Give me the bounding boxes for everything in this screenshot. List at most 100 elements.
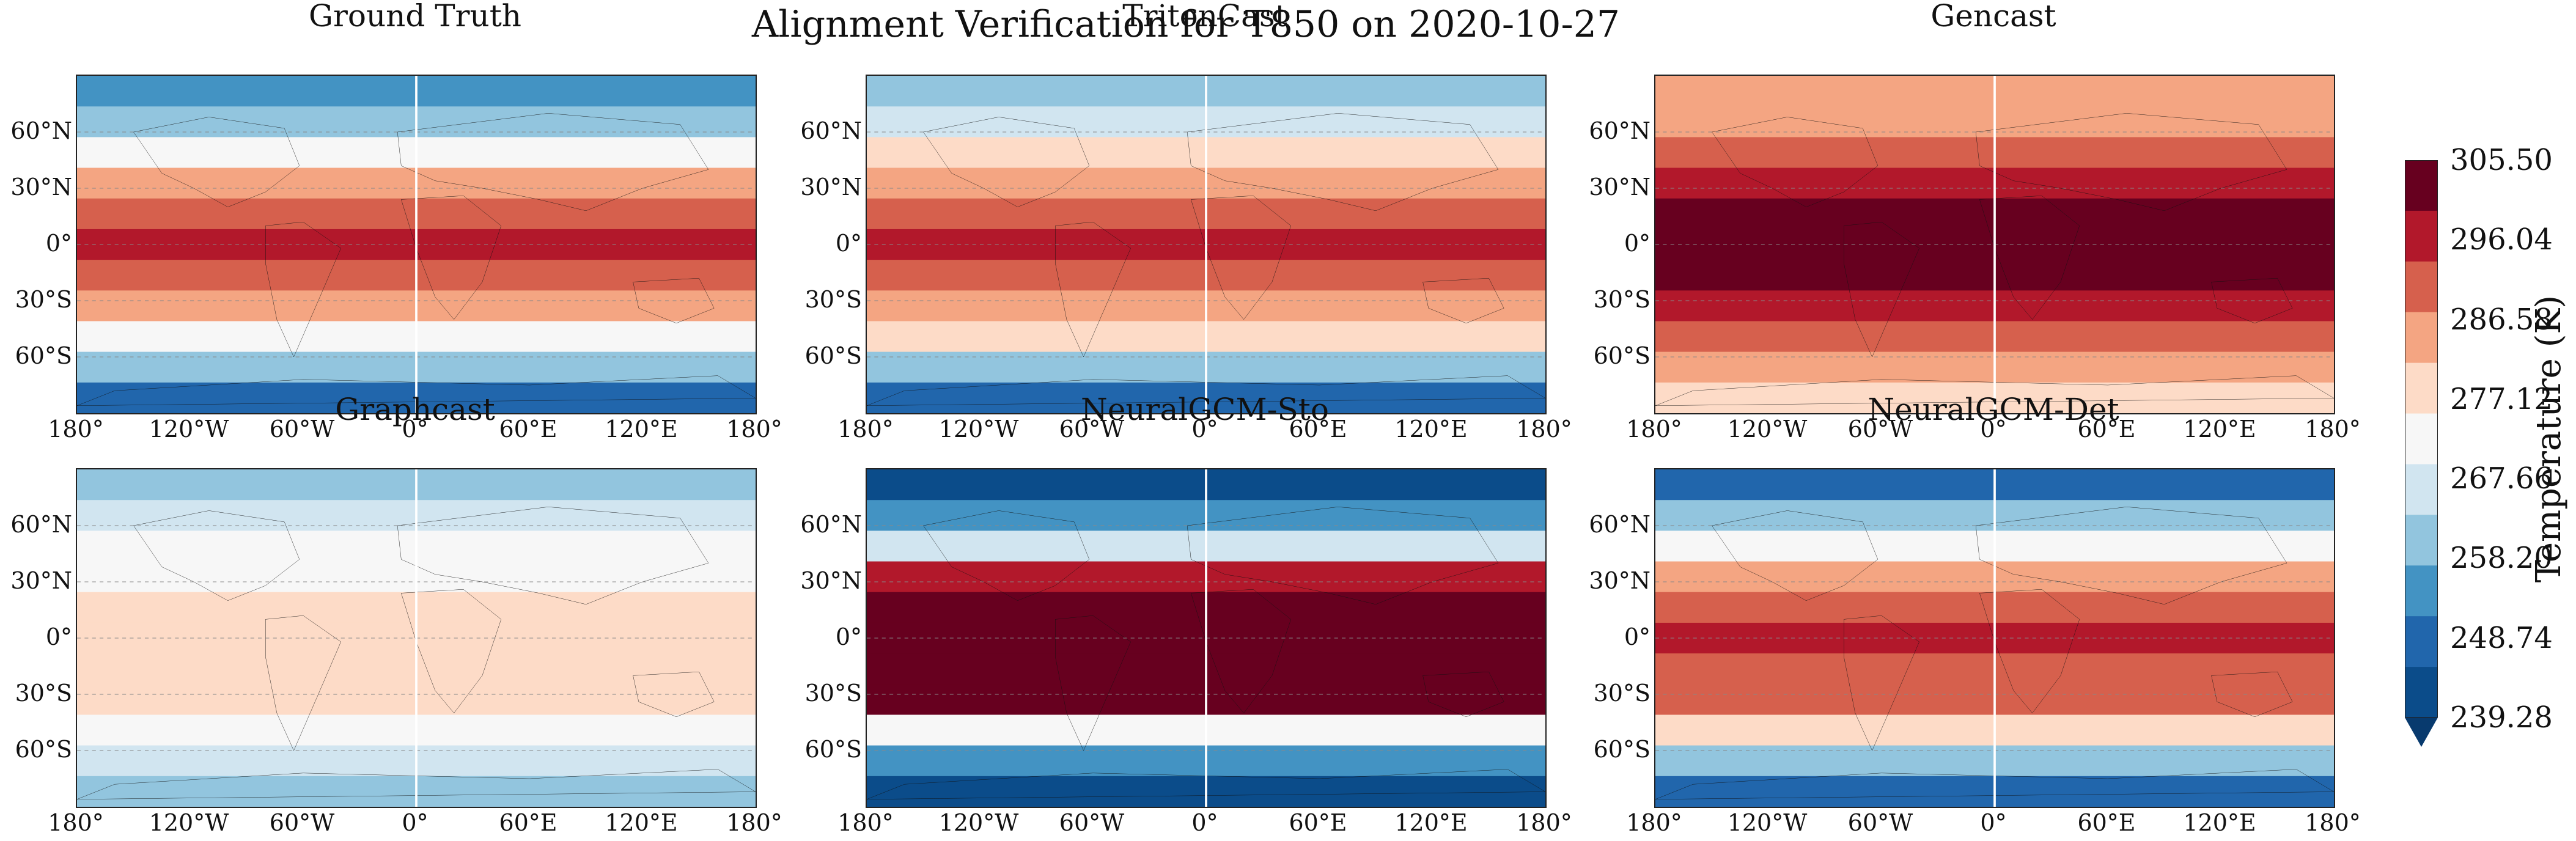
neuralgcm-det-x-tick: 180° [2305, 809, 2361, 836]
gencast-coastline [1844, 222, 1919, 357]
tritoncast-field [867, 76, 1545, 413]
graphcast-x-tick: 60°W [269, 809, 335, 836]
graphcast-y-tick: 0° [45, 623, 72, 650]
graphcast-coastline [397, 507, 708, 604]
neuralgcm-sto-x-tick: 180° [837, 809, 894, 836]
colorbar-segment [2405, 464, 2438, 515]
gencast-map [1654, 75, 2335, 414]
neuralgcm-det-y-tick: 30°S [1593, 680, 1650, 707]
colorbar-extend-arrow [2405, 718, 2438, 747]
tritoncast-coastline [1423, 278, 1504, 323]
ground-truth-coastline [401, 196, 501, 319]
neuralgcm-det-map [1654, 468, 2335, 808]
neuralgcm-sto-y-tick: 30°S [804, 680, 862, 707]
ground-truth-title: Ground Truth [309, 0, 521, 34]
neuralgcm-sto-x-tick: 60°E [1289, 809, 1347, 836]
gencast-y-tick: 60°N [1589, 117, 1650, 144]
neuralgcm-sto-coastline [1187, 507, 1498, 604]
gencast-title: Gencast [1930, 0, 2056, 34]
graphcast-x-tick: 60°E [499, 809, 558, 836]
neuralgcm-sto-y-tick: 60°S [804, 736, 862, 763]
tritoncast-y-tick: 60°S [804, 342, 862, 369]
ground-truth-x-tick: 180° [726, 416, 782, 443]
ground-truth-map [76, 75, 757, 414]
neuralgcm-det-coastline [1844, 615, 1919, 751]
tritoncast-x-tick: 60°W [1059, 416, 1125, 443]
tritoncast-y-tick: 0° [835, 230, 862, 257]
graphcast-x-tick: 0° [402, 809, 429, 836]
tritoncast-coastline [1055, 222, 1130, 357]
tritoncast-map [866, 75, 1547, 414]
gencast-x-tick: 120°W [1727, 416, 1808, 443]
neuralgcm-sto-x-tick: 60°W [1059, 809, 1125, 836]
neuralgcm-sto-y-tick: 30°N [800, 567, 862, 594]
colorbar-tick: 239.28 [2450, 700, 2553, 735]
neuralgcm-det-x-tick: 0° [1980, 809, 2007, 836]
neuralgcm-sto-y-tick: 0° [835, 623, 862, 650]
ground-truth-x-tick: 120°W [149, 416, 229, 443]
colorbar [2405, 160, 2438, 718]
gencast-y-tick: 60°S [1593, 342, 1650, 369]
graphcast-x-tick: 180° [48, 809, 104, 836]
tritoncast-title: TritonCast [1122, 0, 1287, 34]
graphcast-y-tick: 30°N [10, 567, 72, 594]
graphcast-y-tick: 60°S [15, 736, 72, 763]
ground-truth-y-tick: 30°S [15, 286, 72, 313]
ground-truth-x-tick: 180° [48, 416, 104, 443]
colorbar-segment [2405, 515, 2438, 566]
ground-truth-coastline [77, 376, 756, 406]
neuralgcm-det-coastline [1979, 589, 2079, 713]
graphcast-y-tick: 30°S [15, 680, 72, 707]
colorbar-tick: 258.20 [2450, 541, 2553, 576]
graphcast-x-tick: 120°W [149, 809, 229, 836]
colorbar-segment [2405, 261, 2438, 313]
neuralgcm-det-x-tick: 120°E [2183, 809, 2256, 836]
tritoncast-coastline [1191, 196, 1290, 319]
graphcast-coastline [401, 589, 501, 713]
neuralgcm-sto-x-tick: 120°E [1394, 809, 1468, 836]
neuralgcm-sto-coastline [1055, 615, 1130, 751]
neuralgcm-sto-x-tick: 120°W [938, 809, 1019, 836]
tritoncast-x-tick: 120°W [938, 416, 1019, 443]
neuralgcm-det-x-tick: 60°E [2077, 809, 2136, 836]
colorbar-tick: 286.58 [2450, 302, 2553, 337]
colorbar-segment [2405, 565, 2438, 617]
ground-truth-x-tick: 120°E [605, 416, 678, 443]
colorbar-segment [2405, 616, 2438, 667]
gencast-coastline [1976, 113, 2287, 210]
colorbar-segment [2405, 312, 2438, 364]
ground-truth-field [77, 76, 756, 413]
graphcast-coastline [134, 510, 300, 600]
gencast-x-tick: 60°W [1847, 416, 1913, 443]
ground-truth-coastline [633, 278, 715, 323]
neuralgcm-det-y-tick: 60°N [1589, 511, 1650, 538]
neuralgcm-det-coastline [1976, 507, 2287, 604]
neuralgcm-sto-coastline [1191, 589, 1290, 713]
gencast-y-tick: 30°N [1589, 174, 1650, 200]
tritoncast-x-tick: 180° [837, 416, 894, 443]
gencast-coastline [1979, 196, 2079, 319]
neuralgcm-det-y-tick: 0° [1624, 623, 1650, 650]
gencast-field [1655, 76, 2334, 413]
colorbar-segment [2405, 667, 2438, 718]
tritoncast-x-tick: 60°E [1289, 416, 1347, 443]
graphcast-field [77, 469, 756, 807]
neuralgcm-sto-coastline [1423, 672, 1504, 717]
graphcast-title: Graphcast [335, 392, 495, 427]
colorbar-tick: 305.50 [2450, 143, 2553, 177]
ground-truth-x-tick: 60°E [499, 416, 558, 443]
neuralgcm-det-y-tick: 60°S [1593, 736, 1650, 763]
neuralgcm-sto-coastline [924, 510, 1089, 600]
neuralgcm-sto-title: NeuralGCM-Sto [1081, 392, 1329, 427]
neuralgcm-det-coastline [1712, 510, 1878, 600]
colorbar-tick: 248.74 [2450, 620, 2553, 655]
tritoncast-coastline [1187, 113, 1498, 210]
gencast-x-tick: 180° [1626, 416, 1682, 443]
tritoncast-coastline [924, 117, 1089, 207]
neuralgcm-det-field [1655, 469, 2334, 807]
neuralgcm-det-x-tick: 180° [1626, 809, 1682, 836]
gencast-x-tick: 60°E [2077, 416, 2136, 443]
tritoncast-y-tick: 30°N [800, 174, 862, 200]
gencast-coastline [2212, 278, 2293, 323]
neuralgcm-det-x-tick: 120°W [1727, 809, 1808, 836]
